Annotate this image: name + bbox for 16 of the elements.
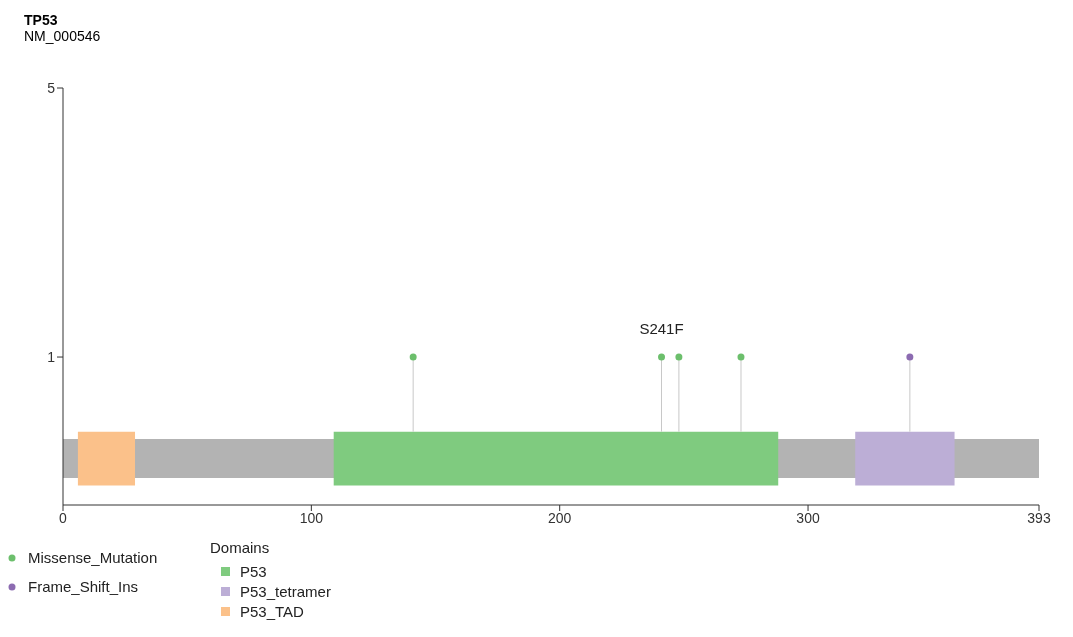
legend-label: P53 — [240, 562, 267, 582]
legend-label: P53_tetramer — [240, 582, 331, 602]
y-tick-label: 1 — [47, 349, 56, 365]
chart-subtitle: NM_000546 — [24, 28, 101, 44]
legend-label: P53_TAD — [240, 602, 304, 622]
y-tick-label: 5 — [47, 79, 56, 96]
x-tick-label: 300 — [796, 509, 820, 526]
legend-label: Frame_Shift_Ins — [28, 577, 139, 597]
x-tick-label: 100 — [299, 509, 324, 526]
chart-title: TP53 — [24, 12, 59, 28]
x-tick-label: 393 — [1027, 509, 1051, 526]
x-tick-label: 0 — [59, 509, 68, 526]
legend-title: Domains — [210, 538, 271, 558]
legend-label: Missense_Mutation — [28, 548, 158, 568]
x-tick-label: 200 — [548, 509, 572, 526]
annotation: S241F — [639, 320, 684, 338]
